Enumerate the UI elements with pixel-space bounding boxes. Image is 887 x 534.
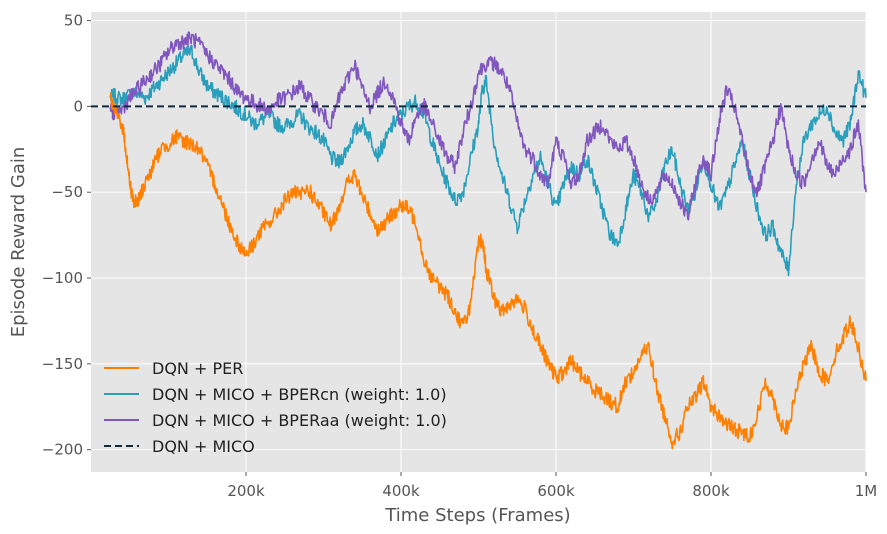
series-line-0: [109, 92, 867, 450]
legend: DQN + PER DQN + MICO + BPERcn (weight: 1.…: [104, 359, 447, 456]
y-tick-label: 0: [73, 97, 83, 115]
legend-label: DQN + MICO: [152, 437, 255, 456]
y-tick-label: −200: [42, 441, 83, 459]
x-tick-label: 400k: [382, 482, 420, 500]
x-axis-label: Time Steps (Frames): [384, 505, 570, 526]
legend-label: DQN + MICO + BPERaa (weight: 1.0): [152, 411, 447, 430]
y-tick-label: −150: [42, 355, 83, 373]
y-tick-labels: 50 0 −50 −100 −150 −200: [42, 12, 91, 459]
x-tick-label: 600k: [537, 482, 575, 500]
y-tick-label: 50: [64, 12, 83, 30]
x-tick-labels: 200k 400k 600k 800k 1M: [227, 472, 877, 500]
y-tick-label: −50: [51, 183, 83, 201]
y-axis-label: Episode Reward Gain: [8, 147, 29, 338]
y-tick-label: −100: [42, 269, 83, 287]
series-line-1: [109, 44, 867, 277]
series-lines: [91, 31, 867, 450]
legend-label: DQN + MICO + BPERcn (weight: 1.0): [152, 385, 447, 404]
x-tick-label: 800k: [692, 482, 730, 500]
gridlines: [91, 12, 867, 472]
x-tick-label: 1M: [855, 482, 878, 500]
x-tick-label: 200k: [227, 482, 265, 500]
series-line-2: [109, 31, 867, 221]
legend-label: DQN + PER: [152, 359, 243, 378]
